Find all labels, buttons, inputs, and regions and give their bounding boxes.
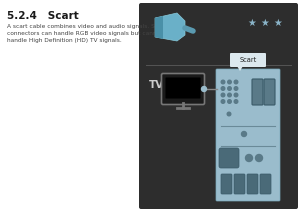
Text: ★: ★ — [274, 18, 282, 28]
Text: ★: ★ — [248, 18, 256, 28]
Polygon shape — [237, 66, 243, 71]
Circle shape — [234, 100, 238, 103]
Circle shape — [234, 87, 238, 90]
Circle shape — [221, 100, 225, 103]
Circle shape — [256, 155, 262, 162]
FancyBboxPatch shape — [260, 174, 271, 194]
Circle shape — [221, 93, 225, 97]
FancyBboxPatch shape — [252, 79, 263, 105]
Circle shape — [234, 93, 238, 97]
Polygon shape — [155, 13, 185, 41]
FancyBboxPatch shape — [161, 74, 205, 105]
Text: ★: ★ — [261, 18, 269, 28]
Text: TV: TV — [149, 80, 164, 90]
Text: Scart: Scart — [239, 57, 256, 63]
FancyBboxPatch shape — [139, 3, 298, 209]
Circle shape — [228, 93, 231, 97]
FancyBboxPatch shape — [216, 69, 280, 201]
Polygon shape — [155, 16, 163, 39]
Circle shape — [234, 80, 238, 84]
Circle shape — [228, 80, 231, 84]
FancyBboxPatch shape — [166, 78, 200, 99]
Circle shape — [242, 131, 247, 137]
Circle shape — [221, 87, 225, 90]
FancyBboxPatch shape — [219, 148, 239, 168]
FancyBboxPatch shape — [234, 174, 245, 194]
FancyBboxPatch shape — [230, 53, 266, 67]
Circle shape — [228, 87, 231, 90]
Text: 5.2.4   Scart: 5.2.4 Scart — [7, 11, 79, 21]
Circle shape — [228, 100, 231, 103]
Circle shape — [221, 80, 225, 84]
FancyBboxPatch shape — [247, 174, 258, 194]
Circle shape — [245, 155, 253, 162]
Circle shape — [227, 112, 231, 116]
FancyBboxPatch shape — [264, 79, 275, 105]
Text: A scart cable combines video and audio signals. Scart
connectors can handle RGB : A scart cable combines video and audio s… — [7, 24, 167, 43]
FancyBboxPatch shape — [221, 174, 232, 194]
Circle shape — [202, 86, 206, 92]
